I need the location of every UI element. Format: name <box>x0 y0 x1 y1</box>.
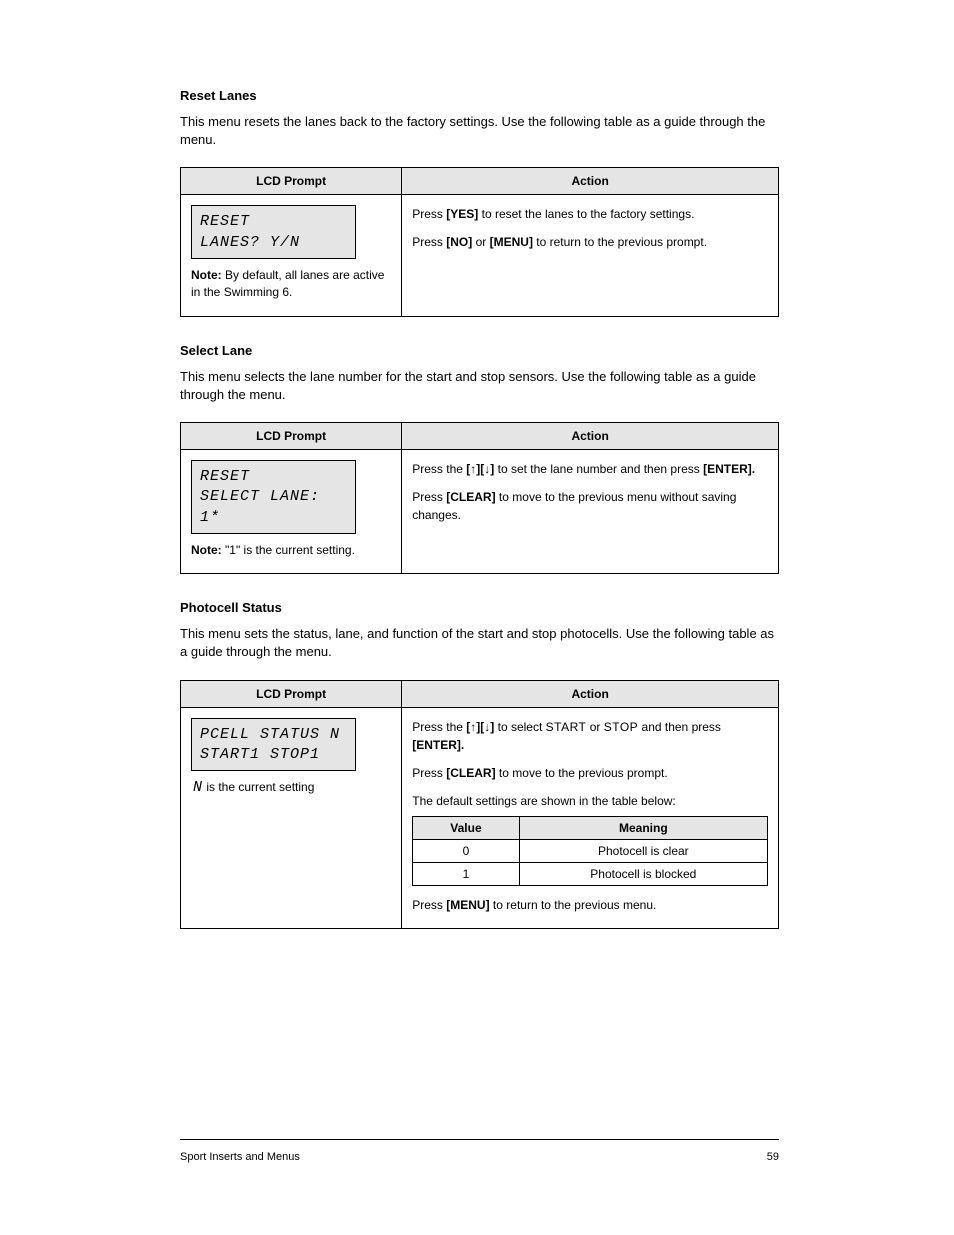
text: STOP <box>604 720 638 734</box>
section-title-reset-lanes: Reset Lanes <box>180 88 779 103</box>
th-lcd-prompt: LCD Prompt <box>181 423 402 450</box>
arrow-down-icon: ↓ <box>484 718 490 736</box>
cell-action-2: Press the [↑][↓] to set the lane number … <box>402 450 779 574</box>
lcd-display-3: PCELL STATUS N START1 STOP1 <box>191 718 356 772</box>
footer-page-number: 59 <box>767 1151 779 1163</box>
action-line: Press [CLEAR] to move to the previous pr… <box>412 764 768 782</box>
lcd-line: RESET <box>200 467 347 487</box>
lcd-line: SELECT LANE: 1* <box>200 487 347 528</box>
intro-reset-lanes: This menu resets the lanes back to the f… <box>180 113 779 149</box>
text: Press <box>412 898 446 912</box>
cell-action-1: Press [YES] to reset the lanes to the fa… <box>402 195 779 316</box>
th-action: Action <box>402 168 779 195</box>
footer-divider <box>180 1139 779 1140</box>
lcd-char: N <box>193 779 203 796</box>
lcd-note-3: N is the current setting <box>193 779 391 796</box>
action-line: Press [YES] to reset the lanes to the fa… <box>412 205 768 223</box>
cell-meaning: Photocell is clear <box>519 839 767 862</box>
text: and then press <box>638 720 721 734</box>
text: Press the <box>412 720 466 734</box>
cell-lcd-1: RESET LANES? Y/N Note: By default, all l… <box>181 195 402 316</box>
th-lcd-prompt: LCD Prompt <box>181 168 402 195</box>
cell-meaning: Photocell is blocked <box>519 862 767 885</box>
lcd-display-1: RESET LANES? Y/N <box>191 205 356 259</box>
page-content: Reset Lanes This menu resets the lanes b… <box>0 0 954 995</box>
cell-value: 0 <box>413 839 519 862</box>
text: START <box>546 720 587 734</box>
action-line: Press [NO] or [MENU] to return to the pr… <box>412 233 768 251</box>
lcd-note-1: Note: By default, all lanes are active i… <box>191 267 391 302</box>
lcd-line: RESET <box>200 212 347 232</box>
cell-action-3: Press the [↑][↓] to select START or STOP… <box>402 707 779 928</box>
text: Press the <box>412 462 466 476</box>
lcd-line: PCELL STATUS N <box>200 725 347 745</box>
inner-intro: The default settings are shown in the ta… <box>412 792 768 810</box>
lcd-line: LANES? Y/N <box>200 233 347 253</box>
cell-lcd-2: RESET SELECT LANE: 1* Note: "1" is the c… <box>181 450 402 574</box>
text: to select <box>494 720 545 734</box>
th-lcd-prompt: LCD Prompt <box>181 680 402 707</box>
footer-left: Sport Inserts and Menus <box>180 1151 300 1163</box>
lcd-line: START1 STOP1 <box>200 745 347 765</box>
arrow-down-icon: ↓ <box>484 460 490 478</box>
table-row: 1 Photocell is blocked <box>413 862 768 885</box>
arrow-up-icon: ↑ <box>470 460 476 478</box>
cell-value: 1 <box>413 862 519 885</box>
lcd-display-2: RESET SELECT LANE: 1* <box>191 460 356 534</box>
lcd-note-2: Note: "1" is the current setting. <box>191 542 391 559</box>
table-reset-lanes: LCD Prompt Action RESET LANES? Y/N Note:… <box>180 167 779 316</box>
cell-lcd-3: PCELL STATUS N START1 STOP1 N is the cur… <box>181 707 402 928</box>
action-line: Press [CLEAR] to move to the previous me… <box>412 488 768 524</box>
section-title-pcell: Photocell Status <box>180 600 779 615</box>
text: to return to the previous menu. <box>490 898 657 912</box>
table-select-lane: LCD Prompt Action RESET SELECT LANE: 1* … <box>180 422 779 574</box>
text: to set the lane number and then press <box>494 462 703 476</box>
inner-table: Value Meaning 0 Photocell is clear 1 Pho… <box>412 816 768 886</box>
text: is the current setting <box>203 780 314 794</box>
page-footer: Sport Inserts and Menus 59 <box>180 1151 779 1163</box>
table-row: 0 Photocell is clear <box>413 839 768 862</box>
text: [MENU] <box>446 898 489 912</box>
th-action: Action <box>402 680 779 707</box>
th-value: Value <box>413 816 519 839</box>
action-line: Press the [↑][↓] to select START or STOP… <box>412 718 768 754</box>
section-title-select-lane: Select Lane <box>180 343 779 358</box>
th-meaning: Meaning <box>519 816 767 839</box>
table-pcell: LCD Prompt Action PCELL STATUS N START1 … <box>180 680 779 929</box>
action-line: Press the [↑][↓] to set the lane number … <box>412 460 768 478</box>
intro-select-lane: This menu selects the lane number for th… <box>180 368 779 404</box>
th-action: Action <box>402 423 779 450</box>
intro-pcell: This menu sets the status, lane, and fun… <box>180 625 779 661</box>
text: or <box>586 720 603 734</box>
text: [ENTER]. <box>412 738 464 752</box>
action-line: Press [MENU] to return to the previous m… <box>412 896 768 914</box>
arrow-up-icon: ↑ <box>470 718 476 736</box>
text: [ENTER]. <box>703 462 755 476</box>
